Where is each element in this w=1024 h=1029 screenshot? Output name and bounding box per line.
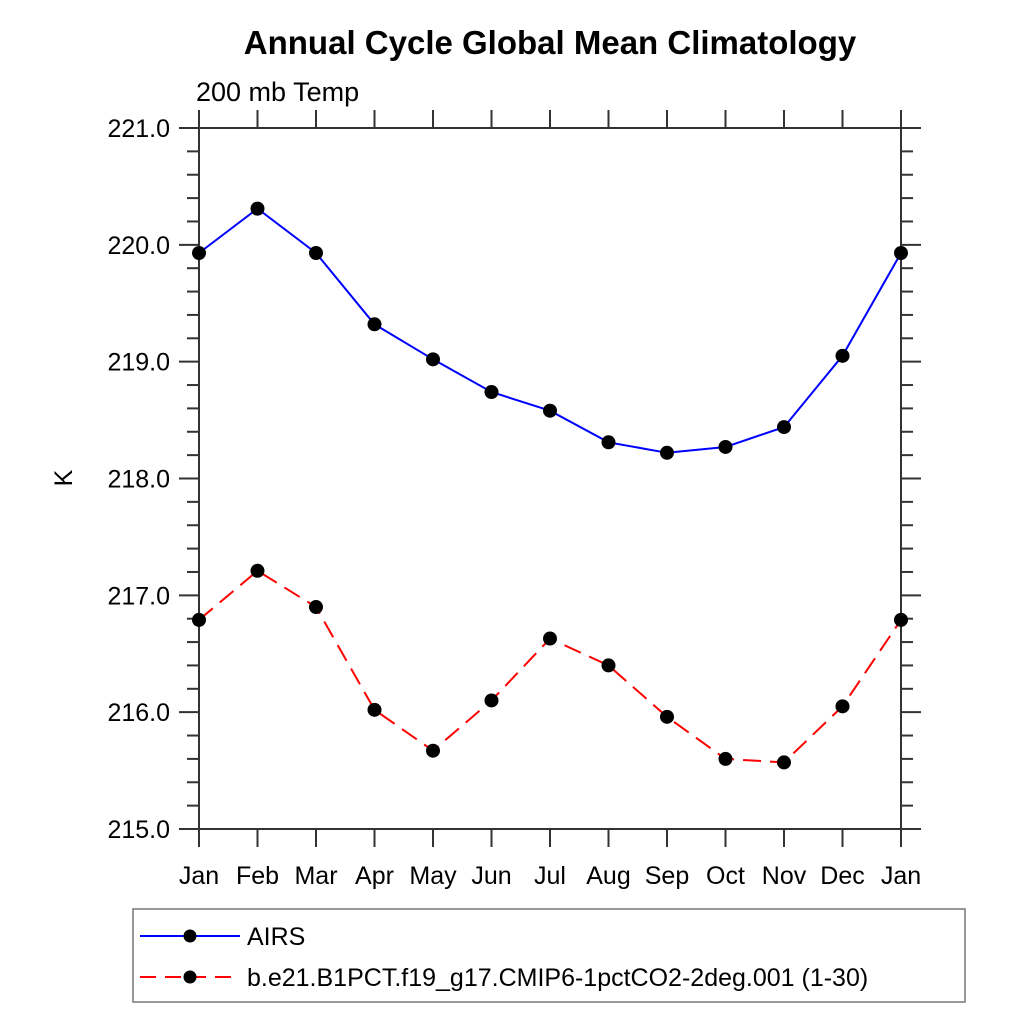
chart-subtitle: 200 mb Temp: [196, 77, 359, 107]
x-tick-label: Apr: [355, 862, 394, 890]
data-point-marker: [367, 702, 382, 717]
data-point-marker: [309, 246, 323, 261]
y-axis-label: K: [50, 469, 78, 486]
data-point-marker: [777, 420, 791, 435]
data-point-marker: [601, 658, 616, 673]
data-point-marker: [543, 403, 557, 418]
y-tick-label: 221.0: [107, 115, 170, 143]
legend-entries: AIRS b.e21.B1PCT.f19_g17.CMIP6-1pctCO2-2d…: [140, 923, 868, 992]
data-point-marker: [484, 385, 499, 400]
data-point-marker: [192, 246, 206, 261]
data-point-marker: [718, 439, 733, 454]
x-tick-label: Mar: [294, 862, 337, 890]
x-tick-label: Jul: [534, 862, 566, 890]
data-point-marker: [718, 751, 733, 766]
data-point-marker: [835, 348, 850, 363]
y-tick-label: 217.0: [107, 582, 170, 610]
data-point-marker: [601, 435, 616, 450]
data-point-marker: [660, 709, 674, 724]
y-tick-label: 220.0: [107, 232, 170, 260]
x-tick-label: Dec: [820, 862, 864, 890]
data-point-marker: [426, 743, 440, 758]
plot-frame: [198, 127, 902, 830]
x-tick-labels: Jan Feb Mar Apr May Jun Jul Aug Sep Oct Nov Dec Jan: [179, 862, 921, 890]
y-tick-labels: 215.0 216.0 217.0 218.0 219.0 220.0 221.0: [107, 115, 170, 844]
legend: AIRS b.e21.B1PCT.f19_g17.CMIP6-1pctCO2-2d…: [132, 908, 966, 1003]
data-series: [192, 201, 908, 770]
y-tick-label: 215.0: [107, 816, 170, 844]
legend-box: [132, 908, 966, 1003]
legend-label: AIRS: [247, 923, 305, 951]
data-point-marker: [660, 445, 674, 460]
data-point-marker: [309, 600, 323, 615]
x-tick-label: Aug: [586, 862, 630, 890]
data-point-marker: [367, 317, 382, 332]
legend-label: b.e21.B1PCT.f19_g17.CMIP6-1pctCO2-2deg.0…: [247, 964, 868, 992]
data-point-marker: [426, 352, 440, 367]
data-point-marker: [894, 246, 908, 261]
y-minor-ticks: [187, 150, 913, 807]
x-tick-label: Jun: [471, 862, 511, 890]
data-point-marker: [543, 631, 557, 646]
y-tick-label: 219.0: [107, 349, 170, 377]
x-month-ticks: [198, 110, 902, 847]
x-tick-label: Nov: [762, 862, 807, 890]
x-tick-label: Feb: [236, 862, 279, 890]
legend-marker: [183, 929, 197, 943]
legend-marker: [183, 970, 197, 984]
y-tick-label: 216.0: [107, 699, 170, 727]
y-major-ticks: [179, 127, 921, 830]
data-point-marker: [250, 201, 265, 216]
x-tick-label: Jan: [179, 862, 219, 890]
x-tick-label: Sep: [645, 862, 689, 890]
data-point-marker: [777, 755, 791, 770]
data-point-marker: [192, 612, 206, 627]
x-tick-label: Oct: [706, 862, 745, 890]
data-point-marker: [250, 563, 265, 578]
chart-title: Annual Cycle Global Mean Climatology: [244, 24, 857, 61]
data-point-marker: [484, 693, 499, 708]
x-tick-label: Jan: [881, 862, 921, 890]
series-line-model: [198, 569, 902, 764]
data-point-marker: [835, 699, 850, 714]
x-tick-label: May: [409, 862, 457, 890]
data-point-marker: [894, 612, 908, 627]
y-tick-label: 218.0: [107, 466, 170, 494]
